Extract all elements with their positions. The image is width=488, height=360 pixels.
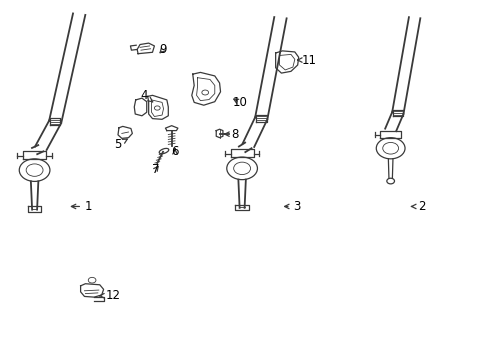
Text: 6: 6 [171, 145, 179, 158]
Text: 9: 9 [159, 43, 166, 56]
Text: 5: 5 [114, 138, 127, 151]
Text: 12: 12 [99, 289, 120, 302]
Text: 10: 10 [232, 96, 246, 109]
Text: 8: 8 [224, 128, 238, 141]
Text: 2: 2 [411, 200, 425, 213]
Text: 11: 11 [297, 54, 316, 67]
Text: 3: 3 [284, 200, 300, 213]
Text: 4: 4 [140, 89, 153, 102]
Text: 7: 7 [152, 163, 159, 176]
Text: 1: 1 [71, 200, 92, 213]
